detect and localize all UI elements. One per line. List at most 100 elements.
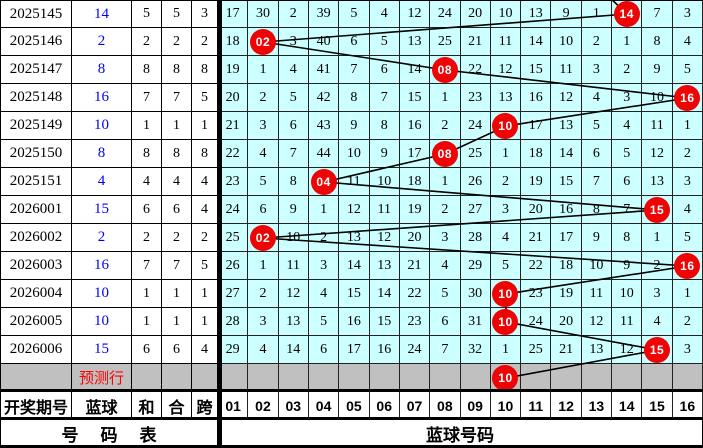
miss-cell: 21 xyxy=(551,336,582,364)
kua-cell: 1 xyxy=(192,308,218,336)
miss-cell: 10 xyxy=(339,140,370,168)
miss-cell: 43 xyxy=(308,112,340,140)
he-cell: 4 xyxy=(162,168,192,196)
sum-cell: 8 xyxy=(132,140,162,168)
he-cell: 1 xyxy=(162,112,192,140)
miss-cell: 4 xyxy=(308,280,340,308)
miss-cell: 2 xyxy=(612,56,643,84)
miss-cell: 12 xyxy=(551,84,582,112)
he-cell: 1 xyxy=(162,280,192,308)
he-cell: 1 xyxy=(162,308,192,336)
miss-cell: 3 xyxy=(430,224,461,252)
draw-rows-container: 2025145 14 5 5 3 17 30 2 39 5 4 12 24 20 10 13 9 1 14 7 3 202… xyxy=(0,0,703,392)
sum-cell: 4 xyxy=(132,168,162,196)
miss-cell: 13 xyxy=(490,84,522,112)
miss-cell: 2 xyxy=(430,112,461,140)
header-separator-line xyxy=(0,389,703,392)
ball-header-cell: 08 xyxy=(430,392,461,420)
miss-cell: 30 xyxy=(460,280,491,308)
miss-cell: 1 xyxy=(612,28,643,56)
draw-row: 2026003 16 7 7 5 26 1 11 3 14 13 21 4 29 5 22 18 10 9 2 16 xyxy=(0,252,703,280)
draw-row: 2025151 4 4 4 4 23 5 8 04 11 10 18 1 26 2 19 15 7 6 13 3 xyxy=(0,168,703,196)
period-cell: 2025147 xyxy=(0,56,72,84)
miss-cell: 19 xyxy=(218,56,249,84)
draw-row: 2025148 16 7 7 5 20 2 5 42 8 7 15 1 23 13 16 12 4 3 10 16 xyxy=(0,84,703,112)
miss-cell: 3 xyxy=(672,336,703,364)
draw-row: 2026006 15 6 6 4 29 4 14 6 17 16 24 7 32 1 25 21 13 12 15 3 xyxy=(0,336,703,364)
miss-cell: 2 xyxy=(308,224,340,252)
blue-ball: 14 xyxy=(613,1,640,27)
miss-cell: 15 xyxy=(339,280,370,308)
blue-ball: 10 xyxy=(492,112,519,139)
blue-value-cell: 8 xyxy=(72,56,132,84)
draw-row: 2026005 10 1 1 1 28 3 13 5 16 15 23 6 31 10 24 20 12 11 4 2 xyxy=(0,308,703,336)
miss-cell: 11 xyxy=(642,112,673,140)
miss-cell: 16 xyxy=(399,112,431,140)
miss-cell: 1 xyxy=(490,140,522,168)
miss-cell: 1 xyxy=(430,168,461,196)
miss-cell: 23 xyxy=(460,84,491,112)
kua-cell: 2 xyxy=(192,224,218,252)
blue-value-cell: 10 xyxy=(72,308,132,336)
miss-cell: 2 xyxy=(278,0,309,28)
period-cell: 2026006 xyxy=(0,336,72,364)
miss-cell: 13 xyxy=(551,112,582,140)
he-cell: 7 xyxy=(162,252,192,280)
miss-cell: 24 xyxy=(521,308,552,336)
blue-value-cell: 8 xyxy=(72,140,132,168)
period-cell: 2026002 xyxy=(0,224,72,252)
ball-cell: 08 xyxy=(430,140,461,168)
miss-cell: 31 xyxy=(460,308,491,336)
miss-cell: 19 xyxy=(521,168,552,196)
miss-cell: 22 xyxy=(218,140,249,168)
ball-header-cell: 10 xyxy=(490,392,522,420)
ball-cell: 10 xyxy=(490,280,522,308)
miss-cell: 2 xyxy=(248,84,279,112)
miss-cell: 4 xyxy=(642,308,673,336)
ball-header-cell: 04 xyxy=(308,392,340,420)
miss-cell: 5 xyxy=(369,28,400,56)
miss-cell: 2 xyxy=(642,252,673,280)
sum-cell: 2 xyxy=(132,224,162,252)
miss-cell: 21 xyxy=(460,28,491,56)
miss-cell: 25 xyxy=(460,140,491,168)
blue-ball: 15 xyxy=(644,336,671,363)
blue-value-cell: 10 xyxy=(72,280,132,308)
miss-cell: 3 xyxy=(490,196,522,224)
ball-cell: 02 xyxy=(248,224,279,252)
prediction-empty-cell xyxy=(642,364,673,392)
blue-ball: 16 xyxy=(674,252,701,279)
miss-cell: 40 xyxy=(308,28,340,56)
miss-cell: 1 xyxy=(430,84,461,112)
miss-cell: 10 xyxy=(490,0,522,28)
miss-cell: 30 xyxy=(248,0,279,28)
draw-row: 2025149 10 1 1 1 21 3 6 43 9 8 16 2 24 10 17 13 5 4 11 1 xyxy=(0,112,703,140)
period-cell: 2025149 xyxy=(0,112,72,140)
miss-cell: 20 xyxy=(399,224,431,252)
miss-cell: 4 xyxy=(430,252,461,280)
miss-cell: 10 xyxy=(612,280,643,308)
he-cell: 5 xyxy=(162,0,192,28)
miss-cell: 8 xyxy=(581,196,613,224)
miss-cell: 4 xyxy=(581,84,613,112)
footer-right-label: 蓝球号码 xyxy=(218,420,703,448)
miss-cell: 4 xyxy=(248,140,279,168)
blue-ball: 04 xyxy=(310,168,337,195)
miss-cell: 14 xyxy=(551,140,582,168)
kua-cell: 4 xyxy=(192,196,218,224)
miss-cell: 6 xyxy=(581,140,613,168)
miss-cell: 25 xyxy=(521,336,552,364)
miss-cell: 23 xyxy=(521,280,552,308)
miss-cell: 8 xyxy=(278,168,309,196)
miss-cell: 6 xyxy=(248,196,279,224)
draw-row: 2025147 8 8 8 8 19 1 4 41 7 6 14 08 22 12 15 11 3 2 9 5 xyxy=(0,56,703,84)
miss-cell: 1 xyxy=(248,252,279,280)
blue-ball: 10 xyxy=(492,308,519,335)
header-blue-ball: 蓝球 xyxy=(72,392,132,420)
draw-row: 2025145 14 5 5 3 17 30 2 39 5 4 12 24 20 10 13 9 1 14 7 3 xyxy=(0,0,703,28)
miss-cell: 3 xyxy=(672,168,703,196)
miss-cell: 5 xyxy=(278,84,309,112)
ball-cell: 16 xyxy=(672,252,703,280)
miss-cell: 10 xyxy=(278,224,309,252)
